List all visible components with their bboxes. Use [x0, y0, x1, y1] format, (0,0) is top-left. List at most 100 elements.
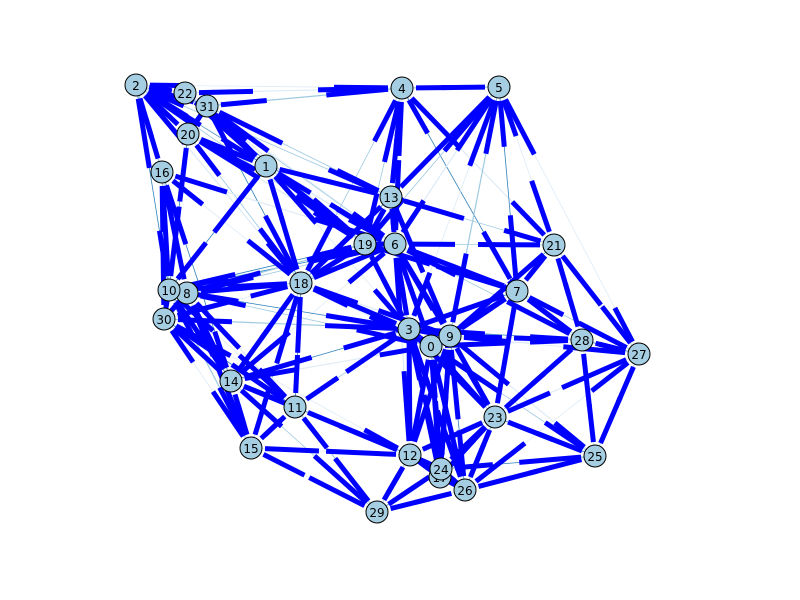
arrow-3-1	[372, 288, 402, 321]
arrow-18-1	[278, 216, 300, 271]
arrow-24-29	[399, 474, 431, 499]
arrow-1-31	[227, 127, 258, 158]
node-label: 11	[287, 401, 302, 415]
arrow-18-9	[313, 285, 359, 306]
node-label: 2	[132, 79, 140, 93]
arrow-12-23	[421, 429, 463, 452]
arrow-16-2	[143, 118, 161, 160]
node-circle	[383, 232, 407, 256]
node-label: 0	[427, 340, 435, 354]
arrow-21-9	[507, 252, 546, 287]
arrow-29-15	[308, 475, 366, 508]
arrow-3-14	[343, 330, 397, 351]
node-20: 20	[176, 122, 200, 146]
node-23: 23	[483, 405, 507, 429]
arrow-20-19	[198, 139, 261, 181]
node-circle	[365, 500, 389, 524]
node-label: 16	[154, 166, 169, 180]
arrow-15-14	[235, 403, 250, 436]
node-label: 10	[161, 284, 176, 298]
arrow-28-21	[563, 283, 581, 328]
node-12: 12	[398, 443, 422, 467]
arrow-5-21	[501, 99, 519, 137]
arrow-14-0	[244, 366, 299, 382]
node-circle	[150, 160, 174, 184]
nodes-layer: 0123456789101112131415161718192021222324…	[124, 73, 651, 524]
arrow-18-30	[250, 284, 289, 299]
arrow-25-27	[598, 396, 623, 445]
node-circle	[542, 233, 566, 257]
arrow-4-18	[372, 99, 398, 143]
arrow-3-8	[341, 315, 396, 330]
node-25: 25	[583, 444, 607, 468]
arrow-1-18	[267, 178, 286, 225]
arrow-16-14	[164, 184, 189, 245]
arrow-17-23	[447, 437, 477, 469]
arrow-15-29	[262, 452, 306, 478]
node-circle	[254, 154, 278, 178]
node-24: 24	[429, 457, 453, 481]
arrow-29-26	[389, 496, 431, 512]
arrow-19-1	[316, 204, 356, 238]
node-14: 14	[219, 369, 243, 393]
arrow-8-11	[194, 301, 242, 350]
arrow-3-30	[324, 323, 396, 331]
arrow-6-13	[389, 208, 397, 231]
node-29: 29	[365, 500, 389, 524]
node-label: 6	[391, 238, 399, 252]
arrow-27-28	[599, 341, 627, 354]
arrow-1-19	[275, 172, 324, 212]
arrow-12-15	[325, 448, 397, 457]
arrow-26-27	[474, 441, 527, 484]
arrow-27-25	[616, 365, 636, 403]
node-label: 21	[546, 239, 561, 253]
arrow-5-27	[503, 98, 537, 156]
node-label: 19	[357, 238, 372, 252]
node-label: 28	[574, 334, 589, 348]
node-label: 9	[446, 330, 454, 344]
arrow-13-5	[399, 135, 452, 189]
node-circle	[487, 75, 511, 99]
node-circle	[176, 122, 200, 146]
arrow-1-3	[273, 174, 319, 225]
node-30: 30	[152, 307, 176, 331]
node-1: 1	[254, 154, 278, 178]
arrow-10-16	[163, 237, 171, 277]
node-0: 0	[419, 334, 443, 358]
arrow-20-2	[152, 100, 180, 127]
arrow-14-29	[239, 388, 284, 429]
node-circle	[438, 324, 462, 348]
node-21: 21	[542, 233, 566, 257]
arrow-29-12	[381, 472, 402, 502]
node-circle	[570, 328, 594, 352]
node-label: 30	[156, 313, 171, 327]
arrow-25-0	[543, 420, 585, 451]
arrow-20-10	[177, 147, 189, 202]
arrow-22-4	[198, 88, 254, 96]
arrow-4-31	[326, 86, 389, 98]
node-13: 13	[379, 185, 403, 209]
arrow-13-31	[336, 168, 380, 194]
arrow-7-19	[436, 263, 505, 290]
arrow-0-14	[379, 345, 418, 358]
arrow-3-19	[380, 277, 405, 318]
arrow-27-26	[590, 360, 630, 393]
arrow-4-19	[382, 101, 402, 163]
arrow-1-10	[212, 175, 260, 234]
arrow-2-19	[146, 90, 194, 126]
arrow-3-6	[397, 276, 410, 316]
arrow-31-4	[220, 97, 267, 108]
node-label: 15	[243, 442, 258, 456]
node-circle	[398, 443, 422, 467]
node-7: 7	[505, 279, 529, 303]
node-9: 9	[438, 324, 462, 348]
arrow-18-11	[295, 296, 303, 353]
node-label: 18	[293, 277, 308, 291]
node-5: 5	[487, 75, 511, 99]
arrow-18-15	[274, 295, 300, 365]
arrow-15-11	[259, 418, 283, 441]
arrow-30-3	[177, 317, 233, 325]
arrow-25-23	[536, 431, 583, 454]
arrow-25-28	[586, 404, 596, 443]
